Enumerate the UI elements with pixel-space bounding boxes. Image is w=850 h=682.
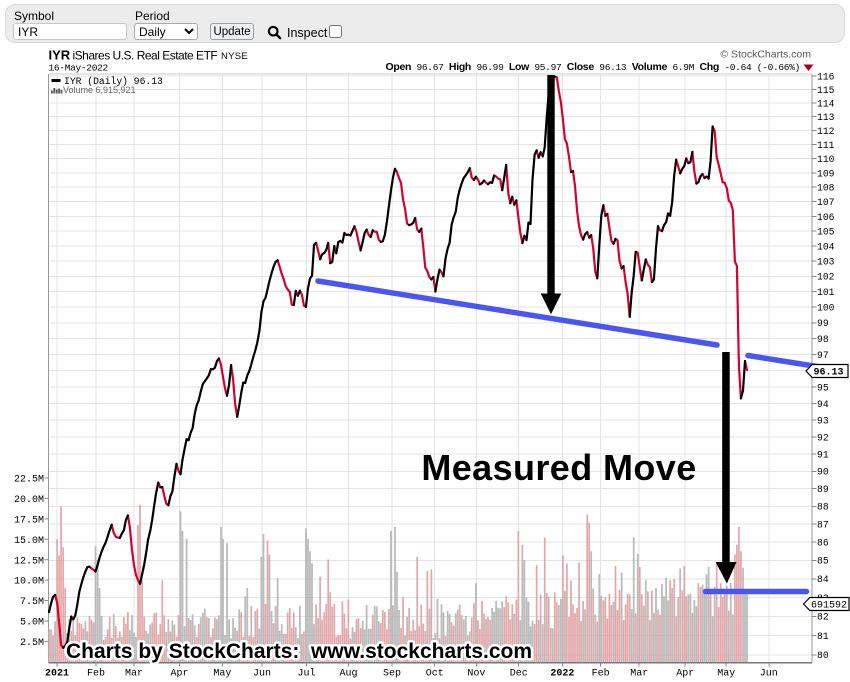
svg-text:109: 109 <box>817 168 835 179</box>
svg-text:2022: 2022 <box>550 669 574 680</box>
svg-text:Apr: Apr <box>676 669 694 680</box>
svg-text:12.5M: 12.5M <box>14 556 44 567</box>
svg-text:7.5M: 7.5M <box>20 597 44 608</box>
svg-text:Jun: Jun <box>760 669 778 680</box>
svg-text:Volume 6,915,921: Volume 6,915,921 <box>63 85 136 95</box>
svg-text:May: May <box>213 669 231 680</box>
svg-text:99: 99 <box>817 318 829 329</box>
svg-text:85: 85 <box>817 556 829 567</box>
svg-text:Apr: Apr <box>170 669 188 680</box>
svg-text:107: 107 <box>817 197 835 208</box>
svg-text:May: May <box>717 669 735 680</box>
svg-text:Mar: Mar <box>125 669 143 680</box>
svg-text:Jul: Jul <box>297 668 315 680</box>
svg-text:17.5M: 17.5M <box>14 516 44 527</box>
svg-text:22.5M: 22.5M <box>14 475 44 486</box>
svg-text:95: 95 <box>817 383 829 394</box>
svg-text:98: 98 <box>817 334 829 345</box>
svg-text:5.0M: 5.0M <box>20 618 44 629</box>
svg-text:691592: 691592 <box>811 601 847 612</box>
svg-text:80: 80 <box>817 650 829 661</box>
svg-text:115: 115 <box>817 85 835 96</box>
svg-text:103: 103 <box>817 257 835 268</box>
svg-text:88: 88 <box>817 502 829 513</box>
svg-text:114: 114 <box>817 98 835 109</box>
svg-text:93: 93 <box>817 416 829 427</box>
svg-text:116: 116 <box>817 71 835 82</box>
svg-text:Measured Move: Measured Move <box>421 447 696 488</box>
svg-text:86: 86 <box>817 538 829 549</box>
svg-text:87: 87 <box>817 520 829 531</box>
svg-text:89: 89 <box>817 484 829 495</box>
svg-text:Nov: Nov <box>467 669 485 680</box>
svg-text:15.0M: 15.0M <box>14 536 44 547</box>
svg-text:84: 84 <box>817 574 829 585</box>
svg-text:Oct: Oct <box>426 669 444 680</box>
svg-text:100: 100 <box>817 303 835 314</box>
svg-text:101: 101 <box>817 287 835 298</box>
svg-text:Feb: Feb <box>87 668 105 680</box>
svg-text:Sep: Sep <box>383 669 401 680</box>
svg-text:16-May-2022: 16-May-2022 <box>49 63 109 74</box>
svg-text:81: 81 <box>817 631 829 642</box>
svg-text:IYR: IYR <box>49 48 71 63</box>
svg-text:IYR (Daily) 96.13: IYR (Daily) 96.13 <box>64 76 163 87</box>
svg-text:112: 112 <box>817 126 835 137</box>
svg-text:Mar: Mar <box>630 669 648 680</box>
svg-text:105: 105 <box>817 227 835 238</box>
svg-text:90: 90 <box>817 467 829 478</box>
svg-text:© StockCharts.com: © StockCharts.com <box>720 49 811 61</box>
svg-text:2.5M: 2.5M <box>20 638 44 649</box>
svg-text:96.13: 96.13 <box>814 368 844 379</box>
svg-text:111: 111 <box>817 140 835 151</box>
svg-text:Open 96.67 High 96.99 Low 95.9: Open 96.67 High 96.99 Low 95.97 Close 96… <box>385 61 800 73</box>
svg-text:108: 108 <box>817 183 835 194</box>
svg-text:94: 94 <box>817 399 829 410</box>
svg-text:106: 106 <box>817 212 835 223</box>
svg-text:113: 113 <box>817 112 835 123</box>
svg-text:NYSE: NYSE <box>221 51 248 62</box>
svg-text:iShares U.S. Real Estate ETF: iShares U.S. Real Estate ETF <box>73 49 218 63</box>
svg-text:92: 92 <box>817 433 829 444</box>
svg-text:104: 104 <box>817 241 835 252</box>
svg-text:91: 91 <box>817 450 829 461</box>
svg-text:2021: 2021 <box>45 669 69 680</box>
svg-text:20.0M: 20.0M <box>14 495 44 506</box>
svg-text:10.0M: 10.0M <box>14 577 44 588</box>
svg-text:82: 82 <box>817 612 829 623</box>
svg-text:Dec: Dec <box>510 669 528 680</box>
svg-text:Aug: Aug <box>339 669 357 680</box>
svg-text:110: 110 <box>817 154 835 165</box>
svg-text:Charts by StockCharts: www.st: Charts by StockCharts: www.stockcharts.c… <box>66 640 532 663</box>
svg-text:97: 97 <box>817 350 829 361</box>
svg-text:Jun: Jun <box>253 669 271 680</box>
svg-text:Feb: Feb <box>592 668 610 680</box>
svg-text:102: 102 <box>817 272 835 283</box>
